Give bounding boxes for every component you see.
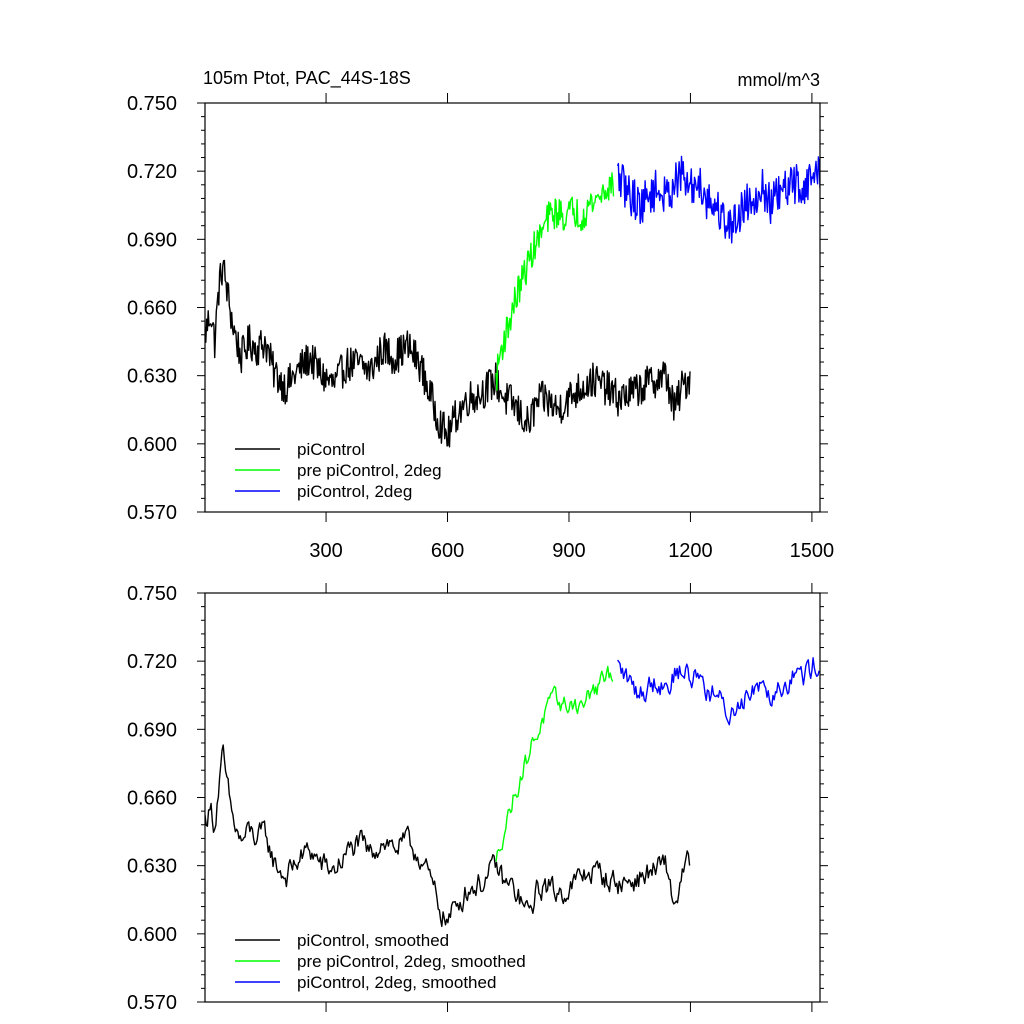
top-panel-units: mmol/m^3 xyxy=(738,70,820,90)
y-tick-label: 0.600 xyxy=(127,924,177,946)
series-line-pre-picontrol-2deg-smoothed xyxy=(495,665,614,862)
legend-label-pre-picontrol-2deg-smoothed: pre piControl, 2deg, smoothed xyxy=(297,952,526,971)
legend-label-picontrol-2deg-smoothed: piControl, 2deg, smoothed xyxy=(297,973,496,992)
y-tick-label: 0.690 xyxy=(127,719,177,741)
y-tick-label: 0.660 xyxy=(127,298,177,320)
y-tick-label: 0.630 xyxy=(127,856,177,878)
series-line-pre-picontrol-2deg xyxy=(495,172,615,391)
legend-label-pre-picontrol-2deg: pre piControl, 2deg xyxy=(297,461,442,480)
y-tick-label: 0.600 xyxy=(127,434,177,456)
top-panel-title: 105m Ptot, PAC_44S-18S xyxy=(203,68,411,89)
x-tick-label: 1200 xyxy=(668,540,713,562)
y-tick-label: 0.750 xyxy=(127,583,177,605)
bottom-axes: 0.570 0.600 0.630 0.660 0.690 0.720 0.750 xyxy=(127,583,828,1014)
series-line-picontrol-2deg-smoothed xyxy=(617,657,820,726)
series-line-picontrol-smoothed xyxy=(205,744,691,928)
top-axes: 0.570 0.600 0.630 0.660 0.690 0.720 0.750 300 60… xyxy=(127,93,834,562)
legend-label-picontrol: piControl xyxy=(297,440,365,459)
y-tick-label: 0.570 xyxy=(127,502,177,524)
x-tick-label: 600 xyxy=(431,540,464,562)
series-line-picontrol xyxy=(205,259,691,448)
y-tick-label: 0.660 xyxy=(127,788,177,810)
top-legend: piControl pre piControl, 2deg piControl,… xyxy=(235,440,442,501)
top-panel: 105m Ptot, PAC_44S-18S mmol/m^3 0.570 0.6… xyxy=(127,68,834,562)
x-tick-label: 900 xyxy=(552,540,585,562)
top-plot-area xyxy=(205,155,820,448)
bottom-legend: piControl, smoothed pre piControl, 2deg,… xyxy=(235,931,526,992)
y-tick-label: 0.720 xyxy=(127,651,177,673)
legend-label-picontrol-2deg: piControl, 2deg xyxy=(297,482,412,501)
y-tick-label: 0.720 xyxy=(127,161,177,183)
legend-label-picontrol-smoothed: piControl, smoothed xyxy=(297,931,449,950)
y-tick-label: 0.690 xyxy=(127,229,177,251)
series-line-picontrol-2deg xyxy=(616,155,820,244)
x-tick-label: 1500 xyxy=(790,540,835,562)
y-tick-label: 0.570 xyxy=(127,992,177,1014)
bottom-panel: 0.570 0.600 0.630 0.660 0.690 0.720 0.750 piCo… xyxy=(127,583,828,1014)
bottom-plot-area xyxy=(205,657,820,928)
x-tick-label: 300 xyxy=(309,540,342,562)
y-tick-label: 0.750 xyxy=(127,93,177,115)
y-tick-label: 0.630 xyxy=(127,366,177,388)
